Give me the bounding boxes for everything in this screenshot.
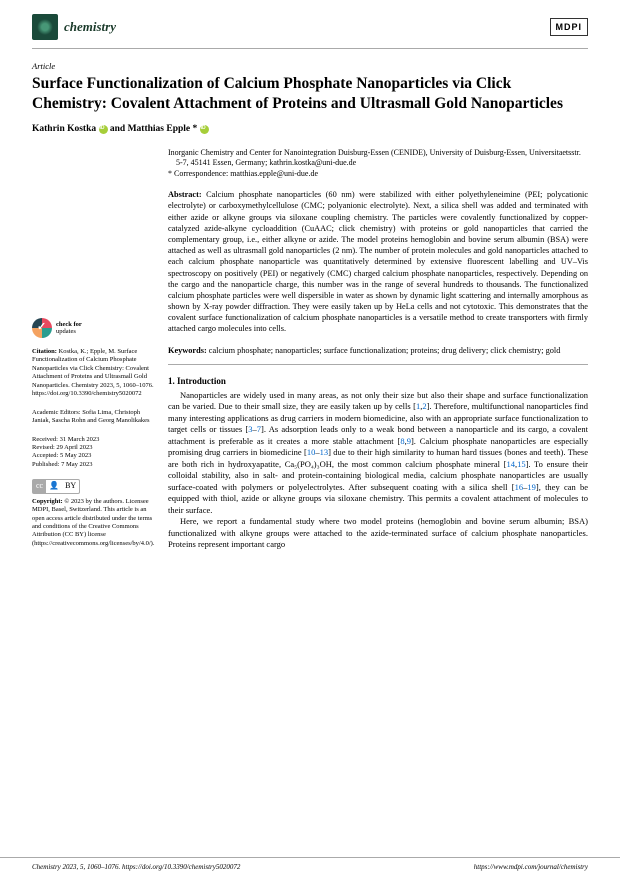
editors-block: Academic Editors: Sofia Lima, Christoph … <box>32 409 154 426</box>
page-footer: Chemistry 2023, 5, 1060–1076. https://do… <box>0 857 620 877</box>
accepted-date: Accepted: 5 May 2023 <box>32 452 154 460</box>
cc-icon: cc <box>33 480 46 492</box>
cc-badge[interactable]: cc 👤 BY <box>32 479 80 493</box>
article-type: Article <box>32 61 588 72</box>
abstract-label: Abstract: <box>168 190 202 199</box>
article-title: Surface Functionalization of Calcium Pho… <box>32 74 588 113</box>
main-column: Inorganic Chemistry and Center for Nanoi… <box>168 148 588 558</box>
check-bold: check for <box>56 321 82 328</box>
revised-date: Revised: 29 April 2023 <box>32 444 154 452</box>
author-and: and <box>110 124 128 134</box>
journal-icon <box>32 14 58 40</box>
intro-paragraph-1: Nanoparticles are widely used in many ar… <box>168 390 588 516</box>
journal-logo: chemistry <box>32 14 116 40</box>
citation-label: Citation: <box>32 348 57 355</box>
copyright-text: © 2023 by the authors. Licensee MDPI, Ba… <box>32 498 154 547</box>
check-updates-badge[interactable]: check for updates <box>32 318 154 338</box>
received-date: Received: 31 March 2023 <box>32 436 154 444</box>
copyright-label: Copyright: <box>32 498 63 505</box>
section-title-intro: 1. Introduction <box>168 375 588 387</box>
sidebar: check for updates Citation: Kostka, K.; … <box>32 148 154 558</box>
ref-link[interactable]: 19 <box>527 482 536 492</box>
keywords-text: calcium phosphate; nanoparticles; surfac… <box>207 346 561 355</box>
page-header: chemistry MDPI <box>0 0 620 48</box>
authors: Kathrin Kostka and Matthias Epple * <box>32 123 588 136</box>
by-icon: 👤 <box>46 480 62 492</box>
author-1: Kathrin Kostka <box>32 124 96 134</box>
abstract: Abstract: Calcium phosphate nanoparticle… <box>168 189 588 334</box>
keywords: Keywords: calcium phosphate; nanoparticl… <box>168 345 588 356</box>
ref-link[interactable]: 15 <box>517 459 526 469</box>
check-icon <box>32 318 52 338</box>
affiliations: Inorganic Chemistry and Center for Nanoi… <box>168 148 588 179</box>
intro-paragraph-2: Here, we report a fundamental study wher… <box>168 516 588 550</box>
abstract-text: Calcium phosphate nanoparticles (60 nm) … <box>168 190 588 333</box>
publisher-logo: MDPI <box>550 18 589 36</box>
footer-right: https://www.mdpi.com/journal/chemistry <box>474 863 588 872</box>
author-2: Matthias Epple * <box>128 124 198 134</box>
section-rule <box>168 364 588 365</box>
dates-block: Received: 31 March 2023 Revised: 29 Apri… <box>32 436 154 470</box>
license-block: cc 👤 BY Copyright: © 2023 by the authors… <box>32 479 154 548</box>
by-text: BY <box>62 480 79 492</box>
ref-link[interactable]: 13 <box>320 447 329 457</box>
ref-link[interactable]: 16 <box>515 482 524 492</box>
journal-name: chemistry <box>64 18 116 36</box>
footer-left: Chemistry 2023, 5, 1060–1076. https://do… <box>32 863 240 872</box>
keywords-label: Keywords: <box>168 346 207 355</box>
editors-label: Academic Editors: <box>32 409 82 416</box>
affiliation-line: Inorganic Chemistry and Center for Nanoi… <box>168 148 588 169</box>
published-date: Published: 7 May 2023 <box>32 461 154 469</box>
check-line: updates <box>56 328 76 335</box>
orcid-icon[interactable] <box>99 125 108 134</box>
correspondence-line: * Correspondence: matthias.epple@uni-due… <box>168 169 588 179</box>
orcid-icon[interactable] <box>200 125 209 134</box>
ref-link[interactable]: 14 <box>506 459 515 469</box>
citation-block: Citation: Kostka, K.; Epple, M. Surface … <box>32 348 154 399</box>
citation-text: Kostka, K.; Epple, M. Surface Functional… <box>32 348 154 397</box>
